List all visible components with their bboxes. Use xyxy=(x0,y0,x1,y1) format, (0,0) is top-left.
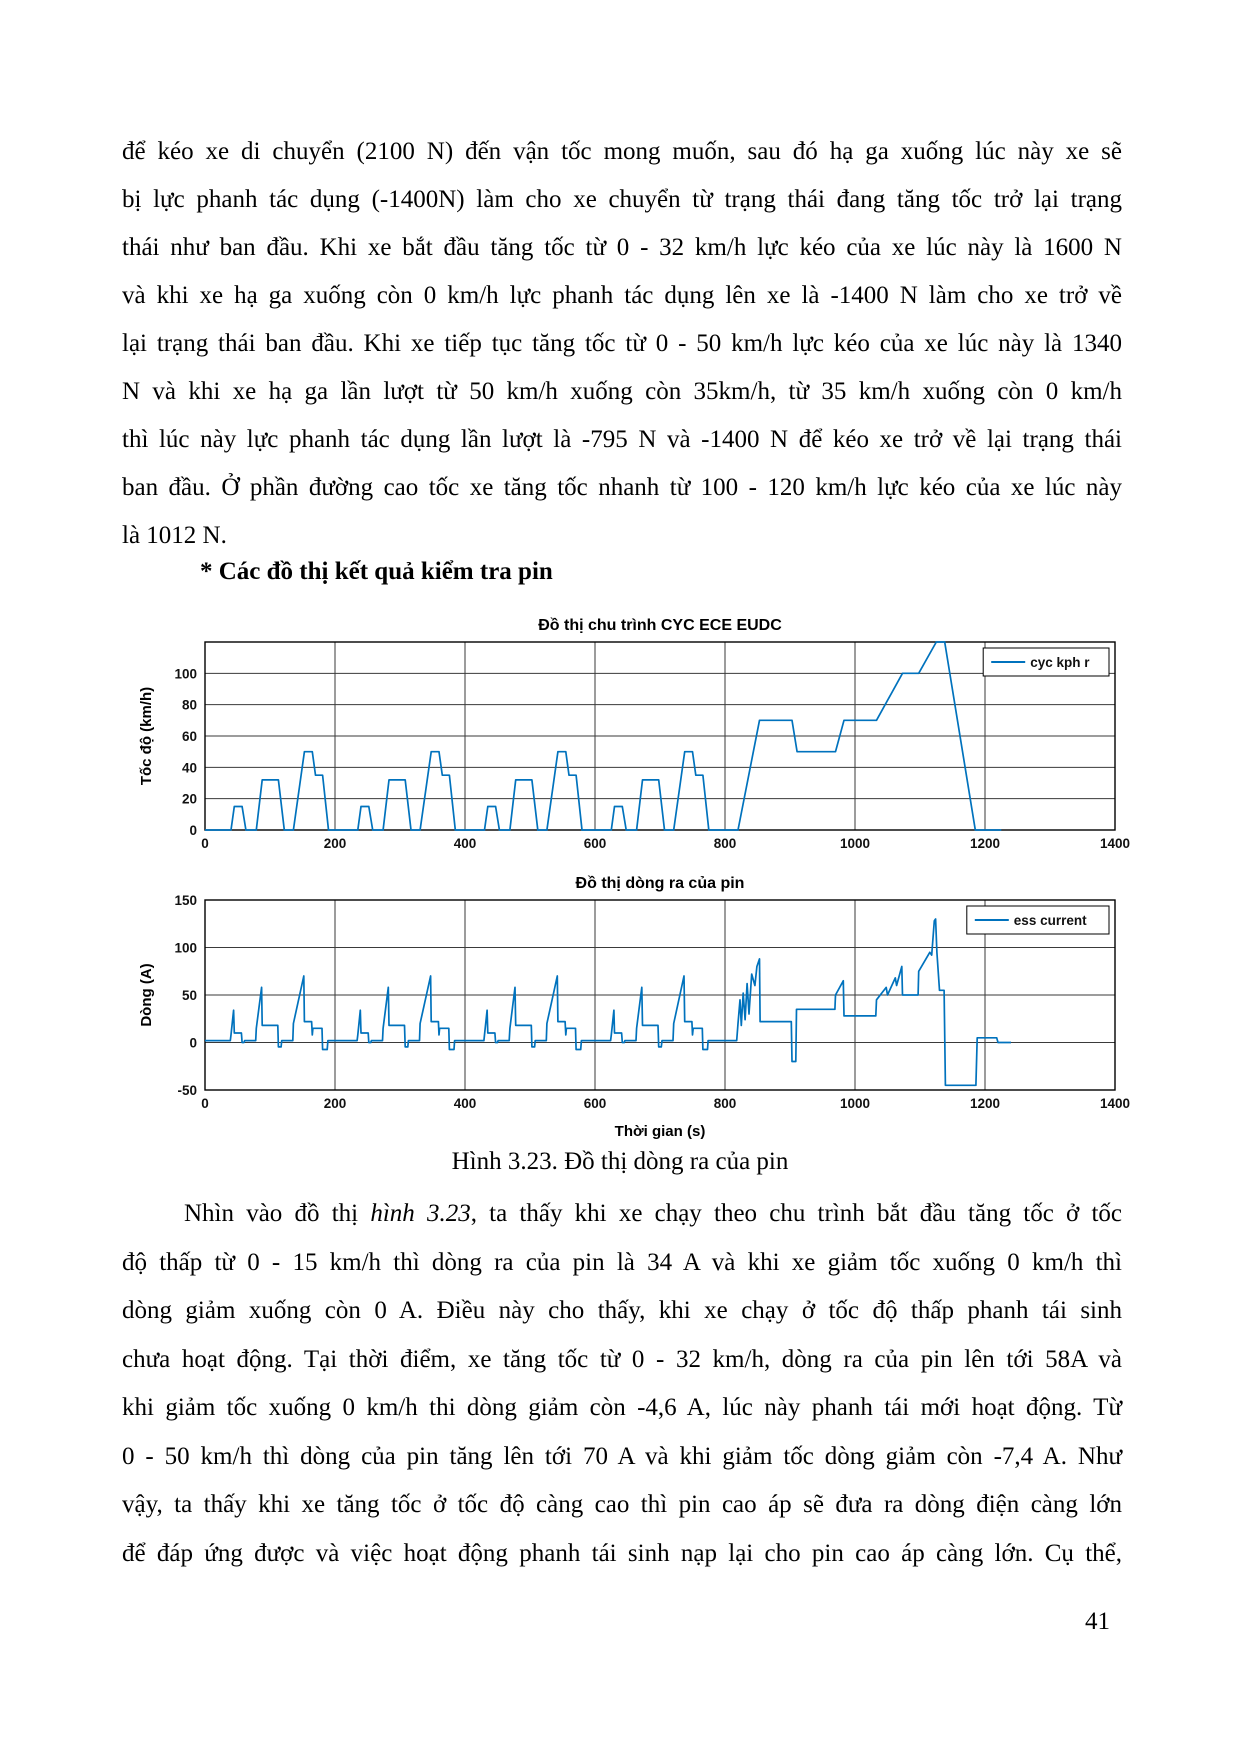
x-tick-label: 1200 xyxy=(970,836,1000,851)
text-line: N và khi xe hạ ga lần lượt từ 50 km/h xu… xyxy=(122,378,1122,405)
legend-label: cyc kph r xyxy=(1030,655,1090,670)
x-tick-label: 400 xyxy=(454,836,477,851)
text-line: thì lúc này lực phanh tác dụng lần lượt … xyxy=(122,426,1122,453)
x-tick-label: 1000 xyxy=(840,1096,870,1111)
text-line: ban đầu. Ở phần đường cao tốc xe tăng tố… xyxy=(122,474,1122,501)
x-tick-label: 1200 xyxy=(970,1096,1000,1111)
x-tick-label: 200 xyxy=(324,836,347,851)
text-line: và khi xe hạ ga xuống còn 0 km/h lực pha… xyxy=(122,282,1122,309)
text-line: khi giảm tốc xuống 0 km/h thi dòng giảm … xyxy=(122,1394,1122,1421)
paragraph-1: để kéo xe di chuyển (2100 N) đến vận tốc… xyxy=(122,128,1122,560)
x-tick-label: 0 xyxy=(201,836,209,851)
series-line xyxy=(205,918,1011,1087)
y-tick-label: 150 xyxy=(174,893,197,908)
y-tick-label: 0 xyxy=(189,1036,197,1051)
y-tick-label: 20 xyxy=(182,792,197,807)
x-tick-label: 1400 xyxy=(1100,1096,1130,1111)
x-tick-label: 200 xyxy=(324,1096,347,1111)
paragraph-2: Nhìn vào đồ thị hình 3.23, ta thấy khi x… xyxy=(122,1190,1122,1578)
text-line: lại trạng thái ban đầu. Khi xe tiếp tục … xyxy=(122,330,1122,357)
x-tick-label: 800 xyxy=(714,1096,737,1111)
legend-label: ess current xyxy=(1014,913,1087,928)
y-tick-label: 0 xyxy=(189,823,197,838)
text-line: độ thấp từ 0 - 15 km/h thì dòng ra của p… xyxy=(122,1248,1122,1276)
text-line: vậy, ta thấy khi xe tăng tốc ở tốc độ cà… xyxy=(122,1491,1122,1518)
section-heading: * Các đồ thị kết quả kiểm tra pin xyxy=(200,558,553,585)
y-axis-label: Tốc độ (km/h) xyxy=(138,687,155,785)
y-tick-label: 100 xyxy=(174,666,197,681)
page-number: 41 xyxy=(1085,1608,1110,1635)
text-line: là 1012 N. xyxy=(122,522,227,549)
text-line: chưa hoạt động. Tại thời điểm, xe tăng t… xyxy=(122,1345,1122,1373)
text-line: để kéo xe di chuyển (2100 N) đến vận tốc… xyxy=(122,138,1122,165)
speed-cycle-chart: 0 200 400 600 800 1000 1200 1400 0 20 40 60 80 100 Đồ … xyxy=(138,617,1130,851)
x-axis-label: Thời gian (s) xyxy=(615,1123,706,1140)
y-tick-label: 40 xyxy=(182,760,197,775)
figure-caption: Hình 3.23. Đồ thị dòng ra của pin xyxy=(451,1148,789,1175)
text-line: Nhìn vào đồ thị hình 3.23, ta thấy khi x… xyxy=(184,1200,1122,1227)
x-tick-label: 1400 xyxy=(1100,836,1130,851)
plot-border xyxy=(204,899,1116,1091)
text-line: 0 - 50 km/h thì dòng của pin tăng lên tớ… xyxy=(122,1442,1122,1470)
y-tick-label: 60 xyxy=(182,729,197,744)
x-tick-label: 400 xyxy=(454,1096,477,1111)
y-tick-label: -50 xyxy=(177,1083,197,1098)
battery-current-chart: 0 200 400 600 800 1000 1200 1400 -50 0 50 100 150 Đồ … xyxy=(138,875,1130,1140)
y-tick-label: 50 xyxy=(182,988,197,1003)
x-tick-label: 0 xyxy=(201,1096,209,1111)
text-line: dòng giảm xuống còn 0 A. Điều này cho th… xyxy=(122,1297,1122,1324)
text-line: thái như ban đầu. Khi xe bắt đầu tăng tố… xyxy=(122,234,1122,261)
y-tick-label: 100 xyxy=(174,941,197,956)
x-tick-label: 800 xyxy=(714,836,737,851)
x-tick-label: 1000 xyxy=(840,836,870,851)
x-tick-label: 600 xyxy=(584,836,607,851)
text-line: để đáp ứng được và việc hoạt động phanh … xyxy=(122,1539,1122,1567)
plot-border xyxy=(204,641,1116,831)
x-tick-label: 600 xyxy=(584,1096,607,1111)
chart-title: Đồ thị chu trình CYC ECE EUDC xyxy=(538,617,782,634)
figure-reference: hình 3.23 xyxy=(370,1200,471,1227)
text-line: bị lực phanh tác dụng (-1400N) làm cho x… xyxy=(122,186,1122,213)
series-line xyxy=(205,641,1002,831)
y-axis-label: Dòng (A) xyxy=(138,963,155,1026)
chart-title: Đồ thị dòng ra của pin xyxy=(576,875,745,892)
y-tick-label: 80 xyxy=(182,698,197,713)
